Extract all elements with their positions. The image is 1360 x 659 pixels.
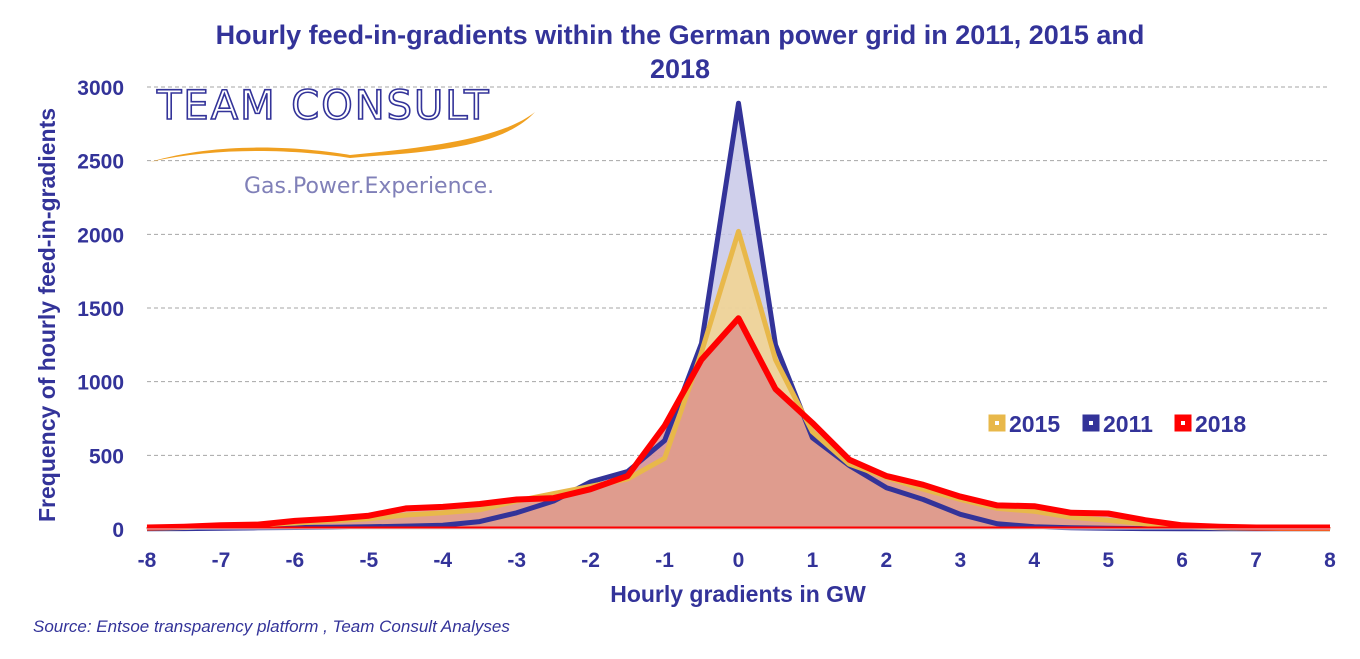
point-2015 — [701, 351, 702, 353]
legend-marker-2018 — [1181, 421, 1185, 425]
x-tick-label: -6 — [286, 549, 305, 572]
x-tick-labels: -8 -7 -6 -5 -4 -3 -2 -1 0 1 2 3 4 5 6 7 8 — [138, 549, 1337, 572]
point-2018 — [294, 520, 296, 522]
point-2015 — [479, 509, 481, 511]
legend-label-2011: 2011 — [1103, 411, 1153, 437]
point-2015 — [922, 488, 924, 490]
point-2018 — [1144, 519, 1146, 521]
point-2011 — [590, 481, 592, 483]
chart-title-line1: Hourly feed-in-gradients within the Germ… — [216, 20, 1145, 50]
point-2011 — [738, 102, 739, 104]
x-tick-label: -4 — [433, 549, 452, 572]
y-tick-label: 3000 — [77, 77, 124, 100]
y-tick-label: 0 — [112, 519, 124, 542]
point-2015 — [848, 463, 850, 465]
point-2015 — [775, 359, 776, 361]
point-2011 — [811, 437, 813, 439]
area-2018 — [147, 318, 1330, 529]
point-2018 — [590, 488, 592, 490]
point-2018 — [405, 507, 407, 509]
legend-marker-2015 — [995, 421, 999, 425]
x-tick-label: -7 — [212, 549, 231, 572]
legend-label-2015: 2015 — [1009, 411, 1060, 437]
point-2011 — [996, 523, 998, 525]
point-2015 — [664, 457, 666, 459]
point-2018 — [368, 515, 370, 517]
point-2018 — [922, 484, 924, 486]
point-2011 — [775, 344, 776, 346]
point-2018 — [848, 459, 850, 461]
legend-marker-2011 — [1089, 421, 1093, 425]
x-tick-label: 0 — [733, 549, 745, 572]
point-2015 — [1144, 523, 1146, 525]
point-2018 — [1181, 524, 1183, 526]
logo-name: TEAM CONSULT — [156, 83, 491, 129]
x-tick-label: -3 — [507, 549, 526, 572]
point-2015 — [442, 512, 444, 514]
x-axis-label: Hourly gradients in GW — [610, 581, 866, 607]
legend: 2015 2011 2018 — [988, 411, 1246, 437]
point-2011 — [922, 499, 924, 500]
point-2018 — [442, 506, 444, 508]
x-tick-label: -8 — [138, 549, 157, 572]
point-2018 — [553, 497, 555, 499]
point-2018 — [1033, 505, 1035, 507]
point-2011 — [885, 487, 887, 489]
point-2015 — [553, 493, 555, 495]
point-2015 — [1070, 516, 1072, 518]
point-2011 — [442, 524, 444, 526]
y-axis-label: Frequency of hourly feed-in-gradients — [34, 108, 60, 522]
legend-label-2018: 2018 — [1195, 411, 1246, 437]
point-2018 — [1107, 513, 1109, 514]
logo-swoosh — [150, 112, 535, 162]
point-2018 — [479, 503, 481, 505]
point-2018 — [220, 524, 222, 526]
x-tick-label: 3 — [954, 549, 966, 572]
point-2015 — [1033, 510, 1035, 512]
point-2018 — [516, 499, 518, 500]
point-2011 — [479, 521, 481, 523]
y-tick-label: 1000 — [77, 372, 124, 395]
point-2018 — [996, 504, 998, 506]
point-2018 — [627, 475, 629, 477]
point-2015 — [1107, 519, 1109, 521]
x-tick-label: 6 — [1176, 549, 1188, 572]
x-tick-label: 5 — [1102, 549, 1114, 572]
chart-title-line2: 2018 — [650, 54, 710, 84]
x-tick-label: -1 — [655, 549, 674, 572]
point-2018 — [1070, 512, 1072, 514]
y-tick-label: 2000 — [77, 224, 124, 247]
point-2018 — [959, 496, 961, 498]
team-consult-logo: TEAM CONSULT Gas.Power.Experience. — [150, 82, 535, 199]
x-tick-label: 4 — [1028, 549, 1040, 572]
point-2018 — [811, 422, 813, 424]
source-note: Source: Entsoe transparency platform , T… — [33, 617, 510, 636]
point-2018 — [885, 475, 887, 477]
y-tick-labels: 0 500 1000 1500 2000 2500 3000 — [77, 77, 124, 542]
point-2018 — [664, 425, 666, 427]
logo-tagline: Gas.Power.Experience. — [244, 174, 494, 199]
point-2011 — [959, 513, 961, 515]
point-2018 — [257, 524, 259, 526]
point-2011 — [405, 525, 407, 527]
point-2015 — [811, 431, 813, 433]
x-tick-label: 1 — [807, 549, 819, 572]
point-2018 — [331, 518, 333, 520]
y-tick-label: 1500 — [77, 298, 124, 321]
point-2011 — [516, 512, 518, 514]
point-2018 — [775, 388, 776, 390]
x-tick-label: 2 — [881, 549, 893, 572]
x-tick-label: 8 — [1324, 549, 1336, 572]
x-tick-label: -2 — [581, 549, 600, 572]
point-2011 — [664, 440, 666, 442]
y-tick-label: 2500 — [77, 151, 124, 174]
y-tick-label: 500 — [89, 445, 124, 468]
point-2018 — [738, 317, 739, 319]
point-2015 — [738, 230, 739, 232]
point-2015 — [405, 514, 407, 516]
x-tick-label: -5 — [359, 549, 378, 572]
point-2018 — [701, 359, 702, 361]
x-tick-label: 7 — [1250, 549, 1262, 572]
